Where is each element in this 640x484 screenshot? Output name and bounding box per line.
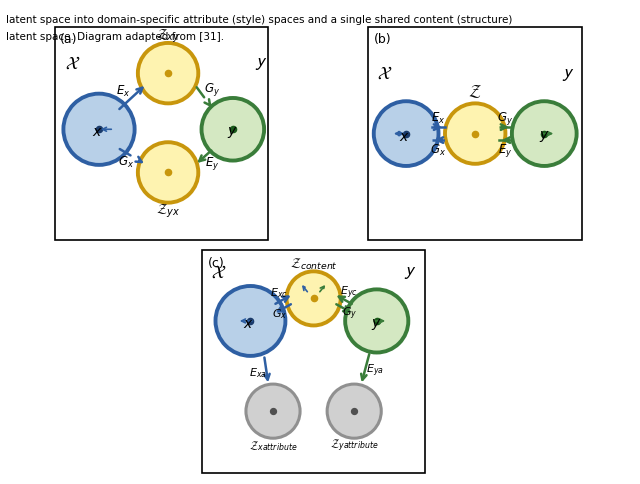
Text: latent space. Diagram adapted from [31].: latent space. Diagram adapted from [31].	[6, 31, 225, 42]
Text: $G_x$: $G_x$	[431, 143, 447, 158]
Circle shape	[287, 272, 340, 326]
Text: $E_y$: $E_y$	[498, 142, 513, 159]
Text: $x$: $x$	[92, 125, 102, 139]
FancyBboxPatch shape	[369, 28, 582, 241]
FancyArrowPatch shape	[120, 89, 143, 110]
Circle shape	[246, 384, 300, 439]
FancyArrowPatch shape	[361, 354, 369, 380]
Circle shape	[202, 99, 264, 161]
Text: $G_y$: $G_y$	[497, 110, 513, 127]
Point	[228, 126, 238, 134]
Point	[349, 408, 359, 415]
Text: $\mathcal{X}$: $\mathcal{X}$	[377, 65, 392, 83]
Point	[94, 126, 104, 134]
FancyArrowPatch shape	[337, 304, 349, 312]
Text: $\mathcal{Z}_{yx}$: $\mathcal{Z}_{yx}$	[156, 202, 180, 219]
Circle shape	[138, 143, 198, 203]
Text: $G_x$: $G_x$	[272, 306, 287, 320]
Text: $\mathcal{Z}_{yattribute}$: $\mathcal{Z}_{yattribute}$	[330, 437, 378, 453]
Point	[401, 130, 412, 138]
Text: $y$: $y$	[371, 316, 382, 331]
Text: $x$: $x$	[399, 130, 410, 143]
Text: $E_{ya}$: $E_{ya}$	[365, 362, 383, 378]
FancyArrowPatch shape	[196, 88, 210, 106]
Text: $\mathcal{Z}_{xy}$: $\mathcal{Z}_{xy}$	[156, 28, 180, 45]
Point	[308, 295, 319, 302]
Text: $G_y$: $G_y$	[342, 305, 357, 321]
Text: $G_y$: $G_y$	[204, 81, 220, 98]
Text: $\mathcal{y}$: $\mathcal{y}$	[404, 263, 417, 281]
Text: $E_{xc}$: $E_{xc}$	[269, 285, 287, 299]
Circle shape	[374, 102, 438, 166]
Point	[163, 169, 173, 177]
Text: $E_y$: $E_y$	[205, 155, 220, 172]
Text: $\mathcal{X}$: $\mathcal{X}$	[211, 263, 227, 281]
FancyArrowPatch shape	[278, 304, 291, 312]
Circle shape	[512, 102, 577, 166]
Text: $\mathcal{Z}$: $\mathcal{Z}$	[468, 83, 482, 100]
Text: $\mathcal{Z}_{xattribute}$: $\mathcal{Z}_{xattribute}$	[249, 438, 298, 452]
Circle shape	[445, 104, 506, 165]
Text: $G_x$: $G_x$	[118, 155, 134, 170]
Text: $E_{yc}$: $E_{yc}$	[340, 284, 358, 300]
FancyArrowPatch shape	[339, 297, 352, 304]
Circle shape	[327, 384, 381, 439]
Text: $\mathcal{Z}_{content}$: $\mathcal{Z}_{content}$	[290, 257, 337, 272]
Point	[470, 130, 480, 138]
Point	[539, 130, 549, 138]
Point	[163, 70, 173, 78]
FancyArrowPatch shape	[120, 150, 141, 163]
Text: latent space into domain-specific attribute (style) spaces and a single shared c: latent space into domain-specific attrib…	[6, 15, 513, 25]
Text: $x$: $x$	[243, 317, 253, 331]
Text: $\mathcal{y}$: $\mathcal{y}$	[255, 54, 267, 72]
Point	[268, 408, 278, 415]
Text: (c): (c)	[208, 256, 225, 269]
Text: $\mathcal{X}$: $\mathcal{X}$	[65, 54, 81, 72]
FancyArrowPatch shape	[275, 297, 289, 304]
Point	[372, 318, 382, 325]
FancyBboxPatch shape	[55, 28, 268, 241]
Text: (b): (b)	[374, 33, 391, 46]
Circle shape	[138, 44, 198, 104]
Text: $E_{xa}$: $E_{xa}$	[250, 365, 268, 379]
Circle shape	[63, 94, 134, 166]
FancyBboxPatch shape	[202, 250, 425, 473]
Text: $E_x$: $E_x$	[116, 84, 130, 99]
Text: $y$: $y$	[539, 129, 550, 144]
Circle shape	[216, 287, 285, 356]
Text: $y$: $y$	[227, 125, 238, 140]
FancyArrowPatch shape	[264, 358, 269, 380]
Circle shape	[345, 290, 408, 353]
FancyArrowPatch shape	[199, 151, 211, 162]
Text: $E_x$: $E_x$	[431, 111, 445, 126]
Text: (a): (a)	[60, 33, 77, 46]
Point	[245, 318, 255, 325]
Text: $\mathcal{y}$: $\mathcal{y}$	[562, 65, 574, 83]
